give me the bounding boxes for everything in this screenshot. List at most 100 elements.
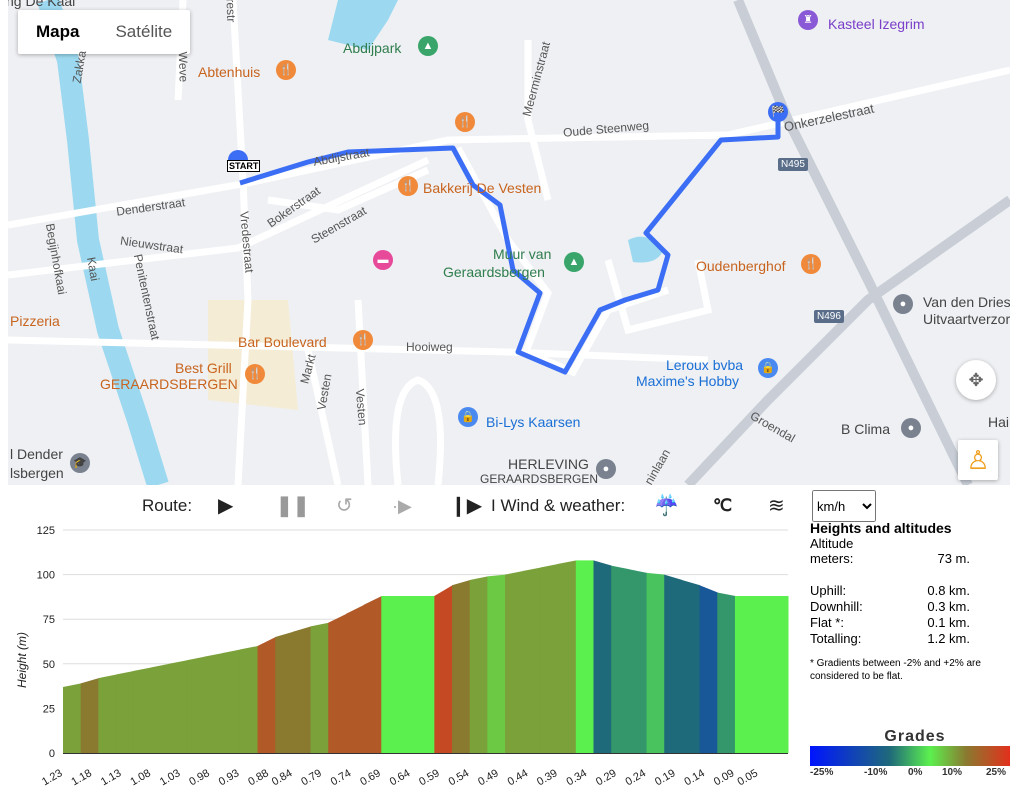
step-forward-icon[interactable]: ·▶ bbox=[392, 496, 412, 516]
place-herleving-1[interactable]: HERLEVING bbox=[508, 456, 589, 472]
pan-control-button[interactable]: ✥ bbox=[956, 360, 996, 400]
place-icon: ● bbox=[901, 418, 921, 438]
restaurant-icon: 🍴 bbox=[801, 254, 821, 274]
restaurant-icon: 🍴 bbox=[276, 60, 296, 80]
elevation-segment bbox=[505, 571, 524, 753]
y-tick-label: 25 bbox=[43, 703, 55, 715]
elevation-segment bbox=[540, 563, 559, 753]
shop-icon: 🔒 bbox=[458, 407, 478, 427]
elevation-segment bbox=[133, 667, 152, 753]
place-abtenhuis[interactable]: Abtenhuis bbox=[198, 64, 261, 80]
elevation-segment bbox=[275, 631, 294, 753]
y-tick-label: 75 bbox=[43, 614, 55, 626]
x-tick-label: 0.59 bbox=[417, 767, 442, 788]
grade-tick: -10% bbox=[864, 767, 888, 778]
place-bar-boulevard[interactable]: Bar Boulevard bbox=[238, 334, 327, 350]
start-label: START bbox=[227, 160, 261, 172]
street-view-pegman-icon[interactable]: ♙ bbox=[958, 440, 998, 480]
elevation-segment bbox=[80, 678, 99, 753]
place-pizzeria[interactable]: Pizzeria bbox=[10, 313, 60, 329]
wind-unit-select[interactable]: km/h bbox=[812, 490, 876, 522]
shop-icon: 🔒 bbox=[758, 358, 778, 378]
elevation-segment bbox=[628, 569, 648, 753]
restaurant-icon: 🍴 bbox=[455, 112, 475, 132]
uphill-value: 0.8 km. bbox=[927, 583, 970, 598]
place-dender-1[interactable]: l Dender bbox=[10, 446, 63, 462]
grade-tick: 10% bbox=[942, 767, 963, 778]
place-herleving-2[interactable]: GERAARDSBERGEN bbox=[480, 472, 599, 485]
street-hooiweg: Hooiweg bbox=[406, 340, 453, 354]
elevation-segment bbox=[222, 649, 241, 753]
school-icon: 🎓 bbox=[70, 453, 90, 473]
map-type-satelite[interactable]: Satélite bbox=[115, 22, 173, 41]
grades-color-bar bbox=[810, 746, 1010, 766]
flat-label: Flat *: bbox=[810, 615, 844, 630]
place-best-grill-2[interactable]: GERAARDSBERGEN bbox=[100, 376, 238, 392]
y-axis-label: Height (m) bbox=[15, 632, 29, 688]
elevation-segment bbox=[257, 637, 276, 753]
x-tick-label: 0.44 bbox=[506, 767, 531, 788]
place-abdijpark[interactable]: Abdijpark bbox=[343, 40, 402, 56]
elevation-segment bbox=[699, 585, 718, 753]
x-tick-label: 0.64 bbox=[388, 767, 413, 788]
route-line bbox=[239, 115, 781, 375]
map-type-control: Mapa Satélite bbox=[18, 10, 191, 54]
road-sign-n495: N495 bbox=[778, 158, 808, 171]
route-controls: Route: ▶ ❚❚ ↺ ·▶ ❙▶ I Wind & weather: ☔ … bbox=[0, 490, 1024, 522]
elevation-segment bbox=[186, 656, 205, 753]
park-icon: ▲ bbox=[418, 36, 438, 56]
y-tick-label: 0 bbox=[49, 748, 55, 760]
x-tick-label: 0.09 bbox=[712, 767, 737, 788]
elevation-segment bbox=[717, 592, 736, 753]
x-tick-label: 0.14 bbox=[682, 767, 707, 788]
elevation-segment bbox=[469, 576, 488, 753]
place-dekaai[interactable]: ng De Kaai bbox=[8, 0, 76, 9]
place-muur-2[interactable]: Geraardsbergen bbox=[443, 264, 545, 280]
place-hai[interactable]: Hai bbox=[988, 414, 1010, 430]
map-type-mapa[interactable]: Mapa bbox=[36, 22, 80, 41]
temperature-celsius-icon[interactable]: ℃ bbox=[713, 496, 733, 515]
downhill-label: Downhill: bbox=[810, 599, 863, 614]
place-best-grill-1[interactable]: Best Grill bbox=[175, 360, 232, 376]
grades-title: Grades bbox=[884, 728, 946, 745]
elevation-segment bbox=[363, 596, 382, 753]
elevation-segment bbox=[575, 560, 594, 753]
downhill-value: 0.3 km. bbox=[927, 599, 970, 614]
elevation-segment bbox=[310, 622, 329, 753]
pause-icon[interactable]: ❚❚ bbox=[276, 495, 310, 517]
x-tick-label: 0.19 bbox=[653, 767, 678, 788]
finish-marker-icon[interactable]: 🏁 bbox=[768, 102, 788, 122]
stats-title: Heights and altitudes bbox=[810, 520, 952, 536]
x-tick-label: 0.49 bbox=[476, 767, 501, 788]
wind-icon[interactable]: ≋ bbox=[768, 495, 785, 517]
place-icon: ● bbox=[596, 459, 616, 479]
place-bakkerij[interactable]: Bakkerij De Vesten bbox=[423, 180, 542, 196]
place-vandendriesche-1[interactable]: Van den Driesche bbox=[923, 294, 1010, 310]
place-vandendriesche-2[interactable]: Uitvaartverzorging bbox=[923, 311, 1010, 327]
elevation-segment bbox=[593, 560, 612, 753]
elevation-segment bbox=[169, 660, 188, 753]
place-oudenberghof[interactable]: Oudenberghof bbox=[696, 258, 786, 274]
play-icon[interactable]: ▶ bbox=[218, 495, 234, 517]
x-tick-label: 1.03 bbox=[158, 767, 183, 788]
map[interactable]: Mapa Satélite Kasteel Izegrim Abdijpark … bbox=[8, 0, 1010, 485]
x-tick-label: 1.08 bbox=[128, 767, 153, 788]
place-leroux-2[interactable]: Maxime's Hobby bbox=[636, 373, 740, 389]
skip-to-end-icon[interactable]: ❙▶ bbox=[450, 495, 483, 517]
rain-cloud-icon[interactable]: ☔ bbox=[654, 495, 679, 517]
y-tick-label: 125 bbox=[37, 525, 55, 537]
elevation-segment bbox=[734, 596, 754, 753]
elevation-segment bbox=[522, 567, 541, 753]
x-tick-label: 0.79 bbox=[299, 767, 324, 788]
place-bilys[interactable]: Bi-Lys Kaarsen bbox=[486, 414, 581, 430]
restart-icon[interactable]: ↺ bbox=[336, 495, 353, 517]
place-leroux-1[interactable]: Leroux bvba bbox=[666, 357, 744, 373]
place-muur-1[interactable]: Muur van bbox=[493, 246, 552, 262]
weather-label: I Wind & weather: bbox=[491, 496, 626, 515]
x-tick-label: 0.69 bbox=[358, 767, 383, 788]
place-bclima[interactable]: B Clima bbox=[841, 421, 891, 437]
grades-legend: Grades -25% -10% 0% 10% 25% bbox=[810, 728, 1010, 780]
place-dender-2[interactable]: lsbergen bbox=[10, 465, 64, 481]
elevation-segment bbox=[345, 604, 365, 753]
place-kasteel[interactable]: Kasteel Izegrim bbox=[828, 16, 925, 32]
